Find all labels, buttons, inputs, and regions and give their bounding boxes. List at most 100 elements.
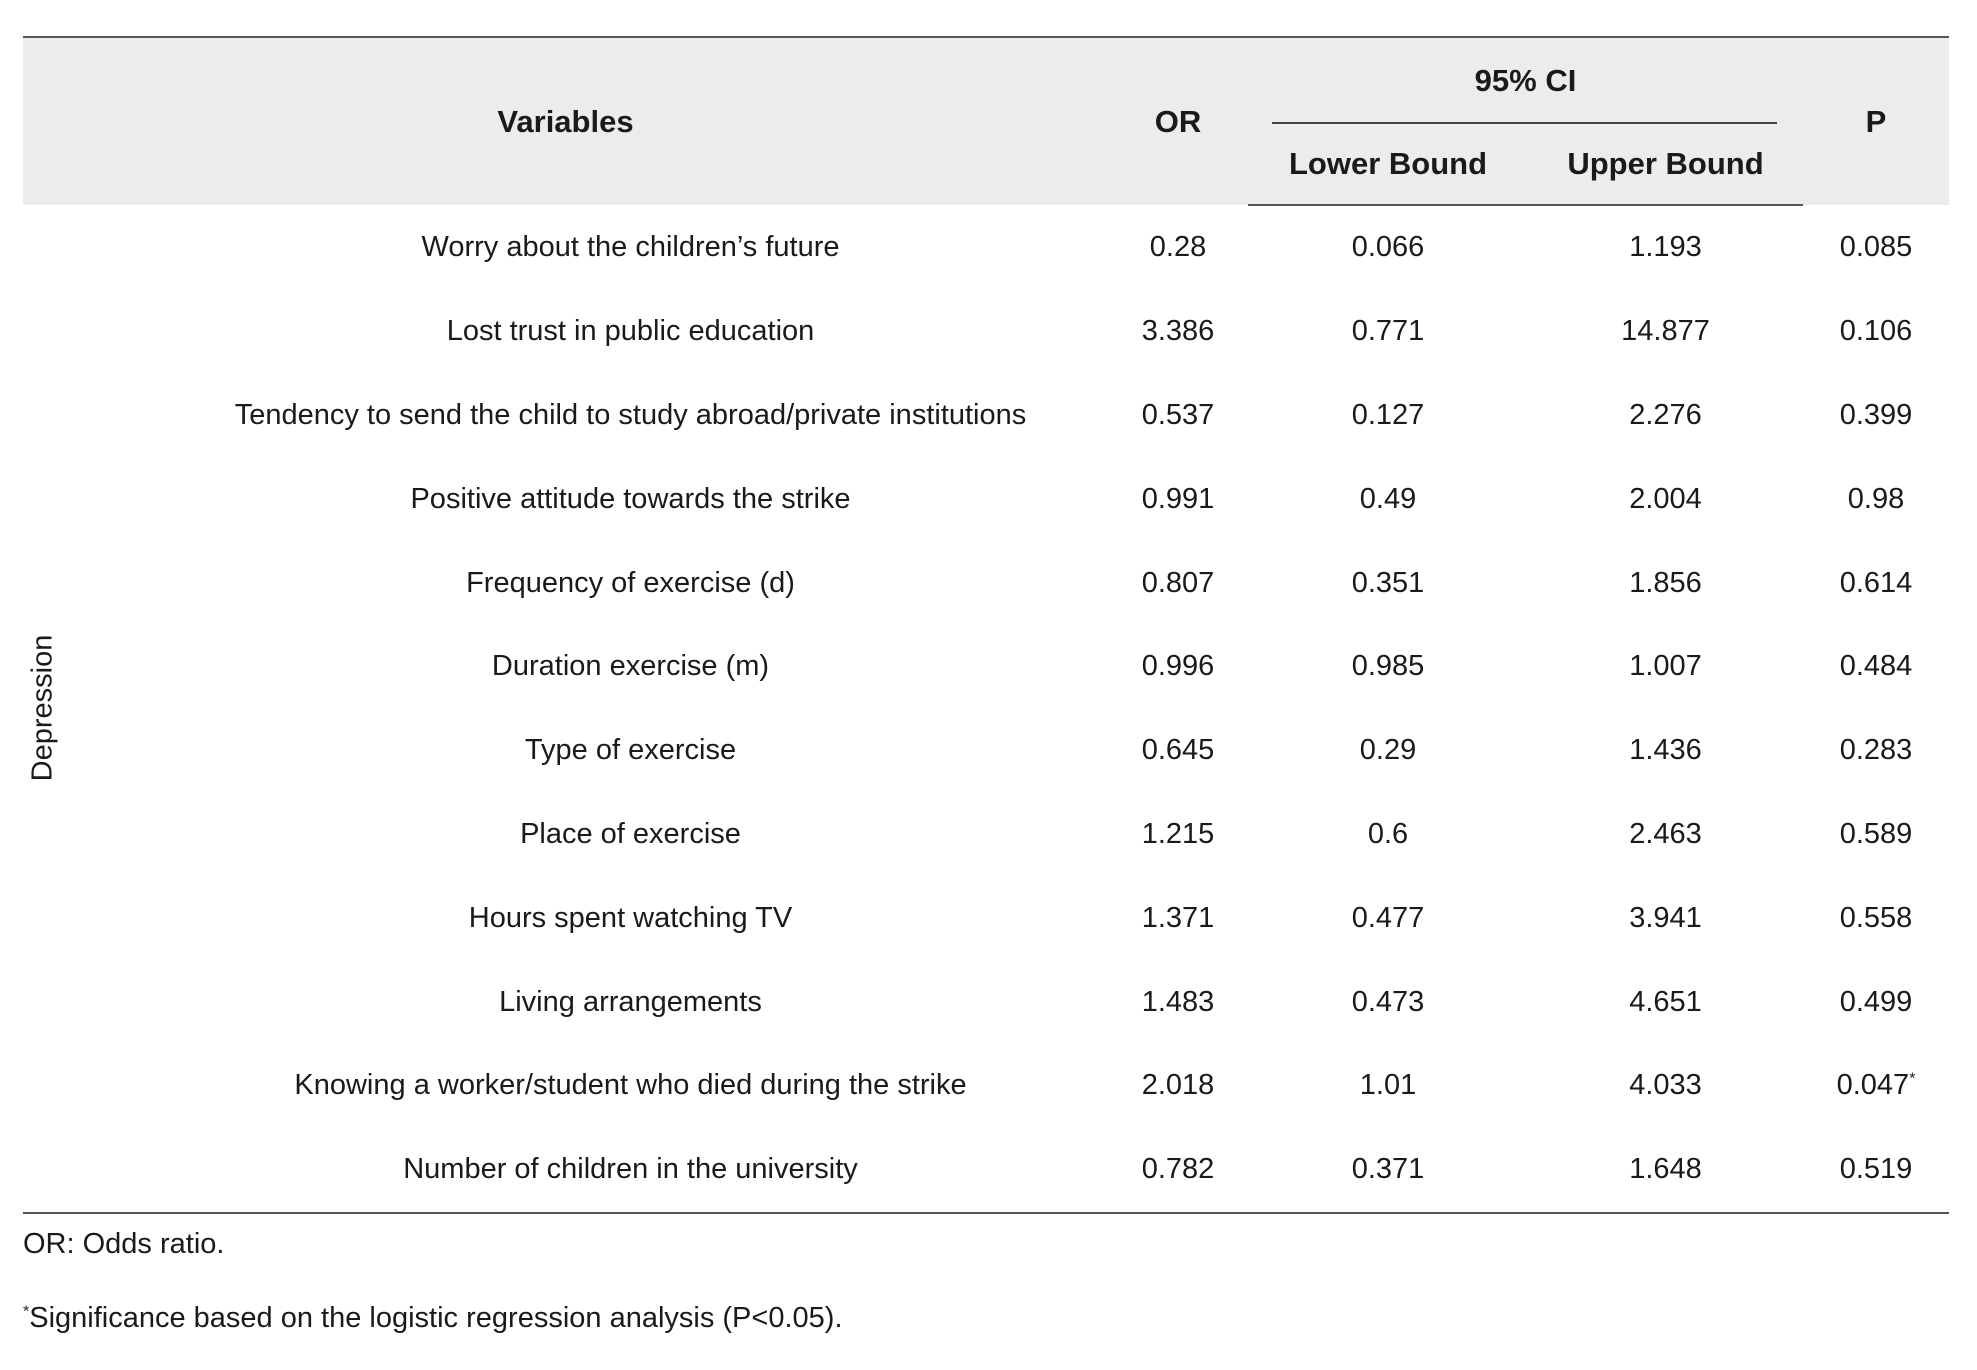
cell-lower-bound: 0.771 bbox=[1248, 290, 1528, 374]
cell-or: 0.28 bbox=[1108, 205, 1248, 290]
cell-or: 0.537 bbox=[1108, 374, 1248, 458]
cell-p-value: 0.484 bbox=[1839, 650, 1913, 683]
table-row: Type of exercise 0.645 0.29 1.436 0.283 bbox=[23, 709, 1949, 793]
cell-variable-value: Hours spent watching TV bbox=[468, 901, 793, 934]
cell-variable-value: Type of exercise bbox=[524, 734, 737, 767]
table-row: Lost trust in public education 3.386 0.771… bbox=[23, 290, 1949, 374]
cell-p-value: 0.98 bbox=[1847, 482, 1905, 515]
table-header: Variables OR 95% CI P Lower Bound Upper … bbox=[23, 36, 1950, 206]
cell-upper-bound: 4.033 bbox=[1528, 1044, 1803, 1128]
cell-or: 3.386 bbox=[1108, 290, 1248, 374]
cell-p: 0.484 bbox=[1803, 625, 1949, 709]
cell-lower-bound-value: 0.49 bbox=[1359, 482, 1417, 515]
cell-variable: Positive attitude towards the strike bbox=[153, 457, 1108, 541]
footnote-significance: *Significance based on the logistic regr… bbox=[23, 1296, 843, 1370]
table-body: Depression Worry about the children’s fut… bbox=[23, 205, 1950, 1214]
cell-lower-bound-value: 0.371 bbox=[1351, 1153, 1425, 1186]
cell-p: 0.614 bbox=[1803, 541, 1949, 625]
results-table-container: Variables OR 95% CI P Lower Bound Upper … bbox=[23, 36, 1950, 1214]
cell-lower-bound-value: 0.477 bbox=[1351, 901, 1425, 934]
cell-lower-bound: 0.371 bbox=[1248, 1127, 1528, 1214]
cell-upper-bound: 3.941 bbox=[1528, 876, 1803, 960]
cell-or-value: 3.386 bbox=[1141, 315, 1215, 348]
cell-or: 0.645 bbox=[1108, 709, 1248, 793]
cell-upper-bound-value: 2.463 bbox=[1629, 817, 1702, 850]
table-row: Positive attitude towards the strike 0.99… bbox=[23, 457, 1949, 541]
table-row: Frequency of exercise (d) 0.807 0.351 1.856… bbox=[23, 541, 1949, 625]
header-variables: Variables bbox=[23, 36, 1108, 205]
cell-upper-bound: 4.651 bbox=[1528, 960, 1803, 1044]
cell-p-value: 0.614 bbox=[1839, 566, 1913, 599]
cell-or-value: 0.537 bbox=[1141, 398, 1215, 431]
table-row: Duration exercise (m) 0.996 0.985 1.007 0.48… bbox=[23, 625, 1949, 709]
header-p: P bbox=[1803, 36, 1950, 205]
cell-or-value: 0.645 bbox=[1141, 734, 1215, 767]
cell-or-value: 0.996 bbox=[1141, 650, 1215, 683]
header-upper-bound: Upper Bound bbox=[1528, 124, 1804, 206]
cell-lower-bound: 0.6 bbox=[1248, 793, 1528, 877]
cell-variable-value: Positive attitude towards the strike bbox=[410, 482, 851, 515]
cell-upper-bound: 1.436 bbox=[1528, 709, 1803, 793]
cell-upper-bound-value: 1.007 bbox=[1629, 650, 1702, 683]
cell-variable-value: Living arrangements bbox=[499, 985, 762, 1018]
cell-variable-value: Number of children in the university bbox=[403, 1153, 858, 1186]
table-row: Depression Worry about the children’s fut… bbox=[23, 205, 1949, 1214]
cell-lower-bound: 0.985 bbox=[1248, 625, 1528, 709]
cell-variable-value: Tendency to send the child to study abro… bbox=[234, 398, 1027, 431]
group-cell-depression: Depression bbox=[23, 205, 153, 1214]
cell-lower-bound-value: 0.6 bbox=[1367, 817, 1409, 850]
cell-upper-bound: 1.007 bbox=[1528, 625, 1803, 709]
cell-variable: Frequency of exercise (d) bbox=[153, 541, 1108, 625]
table-row: Tendency to send the child to study abro… bbox=[23, 374, 1949, 458]
cell-p: 0.399 bbox=[1803, 374, 1949, 458]
cell-variable: Living arrangements bbox=[153, 960, 1108, 1044]
cell-p-value: 0.047 bbox=[1836, 1069, 1910, 1102]
cell-lower-bound: 0.066 bbox=[1248, 205, 1528, 290]
cell-upper-bound: 1.856 bbox=[1528, 541, 1803, 625]
header-or: OR bbox=[1108, 36, 1248, 205]
cell-p-value: 0.589 bbox=[1839, 817, 1913, 850]
cell-or: 1.483 bbox=[1108, 960, 1248, 1044]
cell-lower-bound-value: 0.127 bbox=[1351, 398, 1425, 431]
cell-p: 0.047* bbox=[1803, 1044, 1949, 1128]
cell-upper-bound-value: 14.877 bbox=[1621, 315, 1710, 348]
footnote-or-definition: OR: Odds ratio. bbox=[23, 1228, 225, 1260]
cell-lower-bound-value: 0.771 bbox=[1351, 315, 1425, 348]
cell-p-value: 0.106 bbox=[1839, 315, 1913, 348]
ci-divider-rule bbox=[1272, 122, 1778, 124]
cell-p: 0.589 bbox=[1803, 793, 1949, 877]
cell-upper-bound: 2.276 bbox=[1528, 374, 1803, 458]
header-95-ci-label: 95% CI bbox=[1474, 63, 1577, 98]
cell-variable: Worry about the children’s future bbox=[153, 205, 1108, 290]
cell-or-value: 0.807 bbox=[1141, 566, 1215, 599]
cell-variable: Hours spent watching TV bbox=[153, 876, 1108, 960]
table-footnotes: OR: Odds ratio. *Significance based on t… bbox=[23, 1222, 843, 1370]
cell-variable: Number of children in the university bbox=[153, 1127, 1108, 1214]
cell-or-value: 0.28 bbox=[1149, 230, 1207, 263]
cell-lower-bound-value: 0.985 bbox=[1351, 650, 1425, 683]
cell-upper-bound-value: 2.004 bbox=[1629, 482, 1702, 515]
cell-or: 0.807 bbox=[1108, 541, 1248, 625]
header-lower-bound: Lower Bound bbox=[1248, 124, 1528, 206]
cell-variable-value: Frequency of exercise (d) bbox=[466, 566, 795, 599]
cell-upper-bound-value: 1.648 bbox=[1629, 1153, 1702, 1186]
cell-or: 0.782 bbox=[1108, 1127, 1248, 1214]
cell-p: 0.106 bbox=[1803, 290, 1949, 374]
cell-or: 2.018 bbox=[1108, 1044, 1248, 1128]
cell-variable-value: Place of exercise bbox=[520, 817, 741, 850]
cell-upper-bound: 1.193 bbox=[1528, 205, 1803, 290]
cell-or: 1.215 bbox=[1108, 793, 1248, 877]
cell-lower-bound-value: 1.01 bbox=[1359, 1069, 1417, 1102]
cell-upper-bound-value: 1.436 bbox=[1629, 734, 1702, 767]
cell-upper-bound-value: 1.856 bbox=[1629, 566, 1702, 599]
cell-or-value: 2.018 bbox=[1141, 1069, 1215, 1102]
cell-upper-bound: 1.648 bbox=[1528, 1127, 1804, 1214]
cell-lower-bound-value: 0.066 bbox=[1351, 231, 1425, 264]
cell-lower-bound: 0.477 bbox=[1248, 876, 1528, 960]
cell-p: 0.519 bbox=[1803, 1127, 1950, 1214]
cell-upper-bound-value: 3.941 bbox=[1629, 901, 1702, 934]
cell-variable-value: Duration exercise (m) bbox=[491, 650, 770, 683]
header-95-ci: 95% CI bbox=[1248, 36, 1804, 124]
cell-lower-bound-value: 0.473 bbox=[1351, 985, 1425, 1018]
cell-lower-bound-value: 0.29 bbox=[1359, 734, 1417, 767]
